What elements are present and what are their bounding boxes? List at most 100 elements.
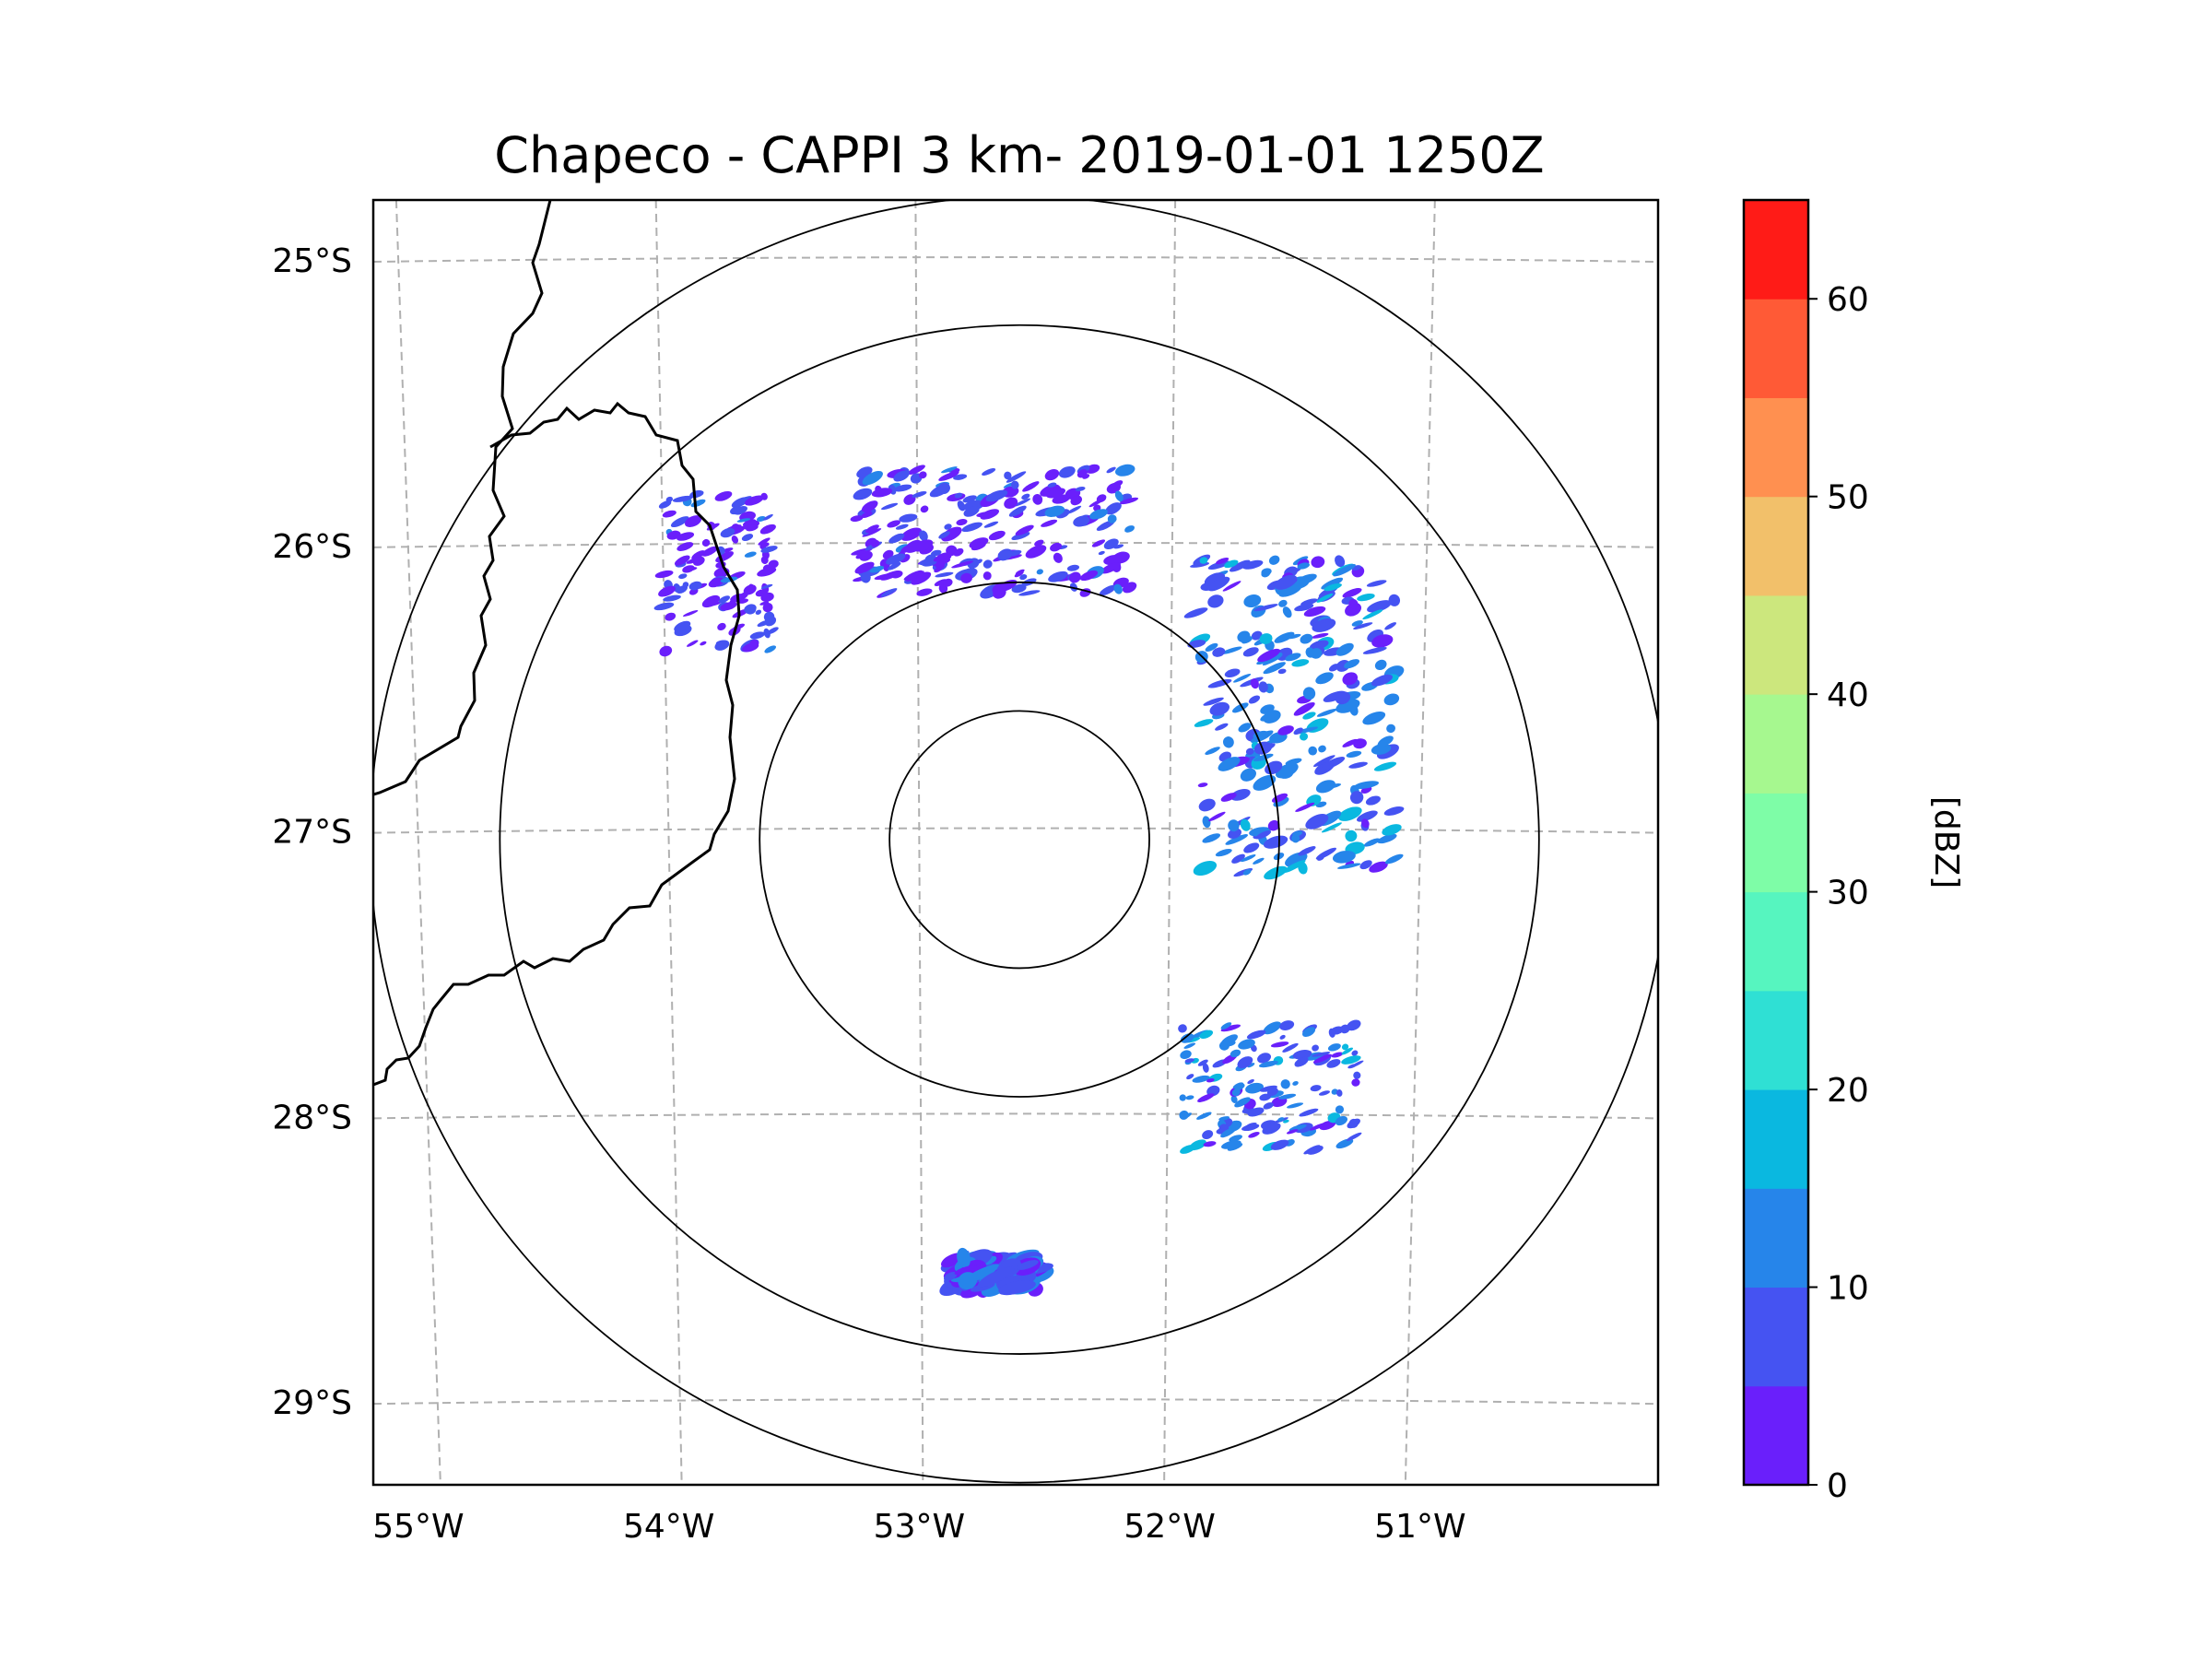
echo-blob (1246, 1030, 1266, 1040)
echo-blob (1237, 1056, 1253, 1069)
echo-blob (767, 627, 779, 634)
echo-blob (1318, 745, 1326, 753)
echo-blob (1247, 1063, 1255, 1068)
echo-blob (1302, 1027, 1316, 1037)
echo-blob (934, 567, 942, 573)
echo-blob (1335, 1105, 1345, 1114)
echo-blob (1011, 583, 1027, 594)
echo-blob (1337, 806, 1362, 821)
echo-blob (1222, 581, 1241, 592)
echo-blob (1310, 648, 1323, 659)
echo-blob (1335, 642, 1354, 656)
echo-blob (1251, 730, 1274, 744)
lon-tick-label: 53°W (874, 1508, 965, 1546)
echo-blob (958, 1272, 978, 1290)
echo-blob (653, 602, 675, 611)
echo-blob (1212, 647, 1226, 657)
echo-blob (918, 471, 927, 479)
colorbar-tick-label: 20 (1827, 1072, 1869, 1110)
echo-blob (1270, 1139, 1289, 1150)
echo-blob (1124, 525, 1135, 533)
echo-blob (956, 519, 968, 526)
echo-blob (954, 1265, 981, 1276)
colorbar-tick-label: 40 (1827, 677, 1869, 714)
echo-blob (1048, 571, 1068, 582)
echo-blob (919, 530, 928, 541)
echo-blob (720, 601, 737, 611)
echo-blob (1178, 1024, 1187, 1033)
echo-blob (1230, 1095, 1238, 1103)
echo-blob (691, 550, 706, 560)
echo-blob (911, 571, 932, 585)
echo-blob (1292, 1049, 1312, 1060)
echo-blob (1278, 583, 1302, 597)
echo-blob (1253, 753, 1274, 762)
echo-blob (744, 551, 757, 558)
echo-blob (662, 510, 677, 518)
echo-blob (1241, 1124, 1260, 1132)
echo-blob (768, 559, 779, 569)
lat-gridline (373, 541, 1658, 548)
echo-blob (893, 470, 910, 482)
echo-blob (1279, 1020, 1295, 1030)
echo-blob (1231, 702, 1249, 713)
echo-blob (715, 640, 727, 645)
echo-blob (1100, 562, 1121, 574)
echo-blob (880, 588, 898, 597)
echo-blob (951, 560, 974, 569)
echo-blob (1025, 545, 1047, 559)
echo-blob (731, 497, 749, 508)
echo-blob (670, 516, 689, 528)
echo-blob (720, 527, 735, 538)
echo-blob (1361, 818, 1370, 829)
colorbar-label: [dBZ] (1927, 796, 1965, 888)
echo-blob (746, 524, 759, 532)
echo-blob (757, 567, 777, 577)
echo-blob (1347, 1019, 1361, 1031)
echo-blob (1312, 1052, 1331, 1057)
echo-blob (1335, 691, 1351, 705)
echo-blob (708, 577, 724, 588)
echo-blob (1013, 498, 1031, 507)
colorbar-tick-label: 0 (1827, 1467, 1848, 1505)
echo-blob (899, 513, 918, 523)
echo-blob (1312, 755, 1335, 767)
echo-blob (929, 484, 950, 498)
echo-blob (1199, 1030, 1214, 1039)
echo-blob (900, 527, 923, 541)
echo-blob (1210, 1088, 1219, 1094)
echo-blob (1356, 810, 1378, 822)
echo-blob (744, 495, 764, 506)
border-line-west (373, 200, 552, 796)
echo-blob (1260, 711, 1278, 722)
lon-gridline (1404, 200, 1436, 1485)
echo-blob (1295, 802, 1315, 812)
echo-blob (1186, 1074, 1194, 1080)
echo-blob (1257, 648, 1281, 663)
echo-blob (1253, 857, 1265, 865)
echo-blob (663, 594, 681, 602)
echo-blob (1096, 520, 1115, 531)
echo-blob (1383, 693, 1400, 706)
echo-blob (759, 524, 776, 535)
echo-blob (764, 645, 777, 653)
echo-blob (1274, 631, 1295, 643)
echo-blob (861, 500, 878, 512)
echo-blob (1285, 653, 1301, 662)
echo-blob (1066, 564, 1080, 571)
echo-blob (1267, 819, 1280, 831)
echo-blob (720, 576, 738, 583)
echo-blob (1179, 1094, 1186, 1101)
echo-blob (930, 549, 942, 557)
echo-blob (850, 515, 864, 522)
echo-blob (1203, 697, 1224, 706)
echo-blob (1274, 574, 1298, 590)
lat-tick-label: 26°S (272, 528, 352, 566)
echo-blob (1114, 490, 1124, 502)
echo-blob (1253, 604, 1278, 612)
echo-blob (944, 524, 952, 530)
echo-blob (1120, 497, 1139, 505)
echo-blob (658, 500, 672, 509)
echo-blob (1294, 603, 1314, 612)
echo-blob (903, 570, 923, 581)
